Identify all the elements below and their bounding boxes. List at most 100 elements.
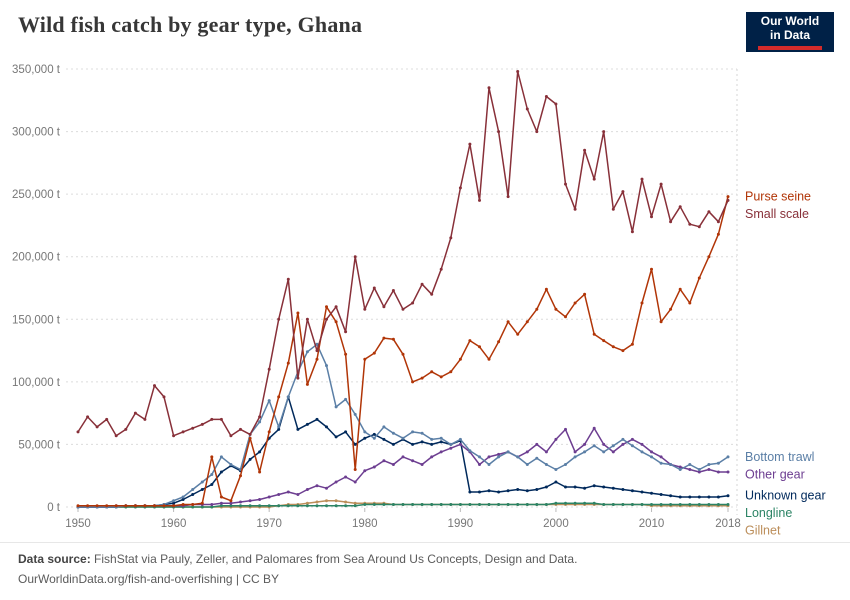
data-point <box>688 495 692 499</box>
data-point <box>411 503 415 506</box>
data-point <box>611 444 615 448</box>
series-label-longline[interactable]: Longline <box>745 506 792 520</box>
data-point <box>506 503 510 506</box>
data-point <box>478 345 481 349</box>
data-point <box>239 500 242 504</box>
data-point <box>430 455 434 459</box>
data-point <box>210 503 214 506</box>
data-point <box>191 488 195 491</box>
data-point <box>640 450 644 454</box>
chart-footer: Data source: FishStat via Pauly, Zeller,… <box>0 542 850 600</box>
data-point <box>516 70 520 73</box>
series-label-small-scale[interactable]: Small scale <box>745 207 809 221</box>
data-point <box>210 483 214 486</box>
data-point <box>382 305 386 309</box>
logo-accent-bar <box>758 45 822 50</box>
data-point <box>697 470 701 474</box>
data-point <box>564 463 567 466</box>
data-point <box>707 468 711 471</box>
data-point <box>669 503 673 506</box>
footer-link-line: OurWorldinData.org/fish-and-overfishing … <box>18 570 832 590</box>
data-point <box>630 489 634 493</box>
data-point <box>602 442 606 446</box>
data-point <box>630 503 634 506</box>
data-point <box>506 489 510 493</box>
data-point <box>248 457 252 461</box>
data-point <box>716 461 720 465</box>
y-axis-label: 250,000 t <box>12 189 61 201</box>
data-point <box>114 434 118 438</box>
data-point <box>611 345 615 349</box>
data-point <box>258 470 262 474</box>
series-line-small-scale[interactable] <box>77 70 729 437</box>
data-point <box>669 307 673 311</box>
data-point <box>382 503 386 506</box>
data-point <box>267 367 271 371</box>
data-point <box>525 320 529 324</box>
data-point <box>382 336 386 340</box>
data-point <box>430 292 434 296</box>
data-point <box>334 405 338 409</box>
data-point <box>277 504 281 508</box>
data-point <box>372 465 376 469</box>
series-label-gillnet[interactable]: Gillnet <box>745 524 781 538</box>
data-point <box>420 376 424 380</box>
data-point <box>372 286 376 290</box>
data-point <box>497 130 501 134</box>
data-point <box>172 504 176 508</box>
data-point <box>487 357 491 361</box>
data-point <box>659 503 663 506</box>
data-point <box>640 503 644 506</box>
data-point <box>191 493 195 496</box>
data-point <box>573 301 577 305</box>
data-point <box>286 361 290 365</box>
data-point <box>267 430 271 434</box>
series-label-purse-seine[interactable]: Purse seine <box>745 190 811 204</box>
data-point <box>325 425 328 429</box>
data-point <box>650 503 653 506</box>
data-point <box>478 455 481 459</box>
data-point <box>114 504 118 508</box>
data-point <box>248 432 252 436</box>
series-line-bottom-trawl[interactable] <box>78 343 729 508</box>
data-point <box>325 499 328 503</box>
series-label-bottom-trawl[interactable]: Bottom trawl <box>745 450 814 464</box>
series-label-unknown-gear[interactable]: Unknown gear <box>745 489 826 503</box>
data-point <box>535 442 539 446</box>
data-point <box>678 495 682 499</box>
data-point <box>630 444 634 448</box>
data-point <box>133 411 137 415</box>
data-point <box>506 450 510 454</box>
data-point <box>516 503 520 506</box>
data-point <box>239 474 242 478</box>
series-label-other-gear[interactable]: Other gear <box>745 467 805 481</box>
data-point <box>478 490 481 494</box>
data-point <box>286 395 290 399</box>
series-line-unknown-gear[interactable] <box>78 396 729 508</box>
data-point <box>716 470 720 474</box>
owid-logo[interactable]: Our World in Data <box>746 12 834 52</box>
data-point <box>277 427 281 431</box>
data-point <box>133 504 137 508</box>
data-point <box>258 504 262 508</box>
data-point <box>602 503 606 506</box>
data-point <box>439 503 443 506</box>
data-point <box>506 195 510 199</box>
footer-source-line: Data source: FishStat via Pauly, Zeller,… <box>18 550 832 570</box>
chart-svg: 0 t 50,000 t 100,000 t 150,000 t 200,000 t 25… <box>12 64 826 538</box>
data-point <box>602 339 606 343</box>
data-point <box>726 455 730 459</box>
data-point <box>124 504 128 508</box>
data-point <box>449 236 453 240</box>
data-point <box>277 395 281 399</box>
data-point <box>525 450 529 454</box>
data-point <box>363 503 367 506</box>
data-point <box>420 463 424 466</box>
data-point <box>353 468 357 471</box>
series-line-purse-seine[interactable] <box>78 196 729 507</box>
data-point <box>95 504 99 508</box>
data-point <box>315 484 319 488</box>
footer-link[interactable]: OurWorldinData.org/fish-and-overfishing <box>18 571 233 586</box>
data-point <box>602 130 606 134</box>
